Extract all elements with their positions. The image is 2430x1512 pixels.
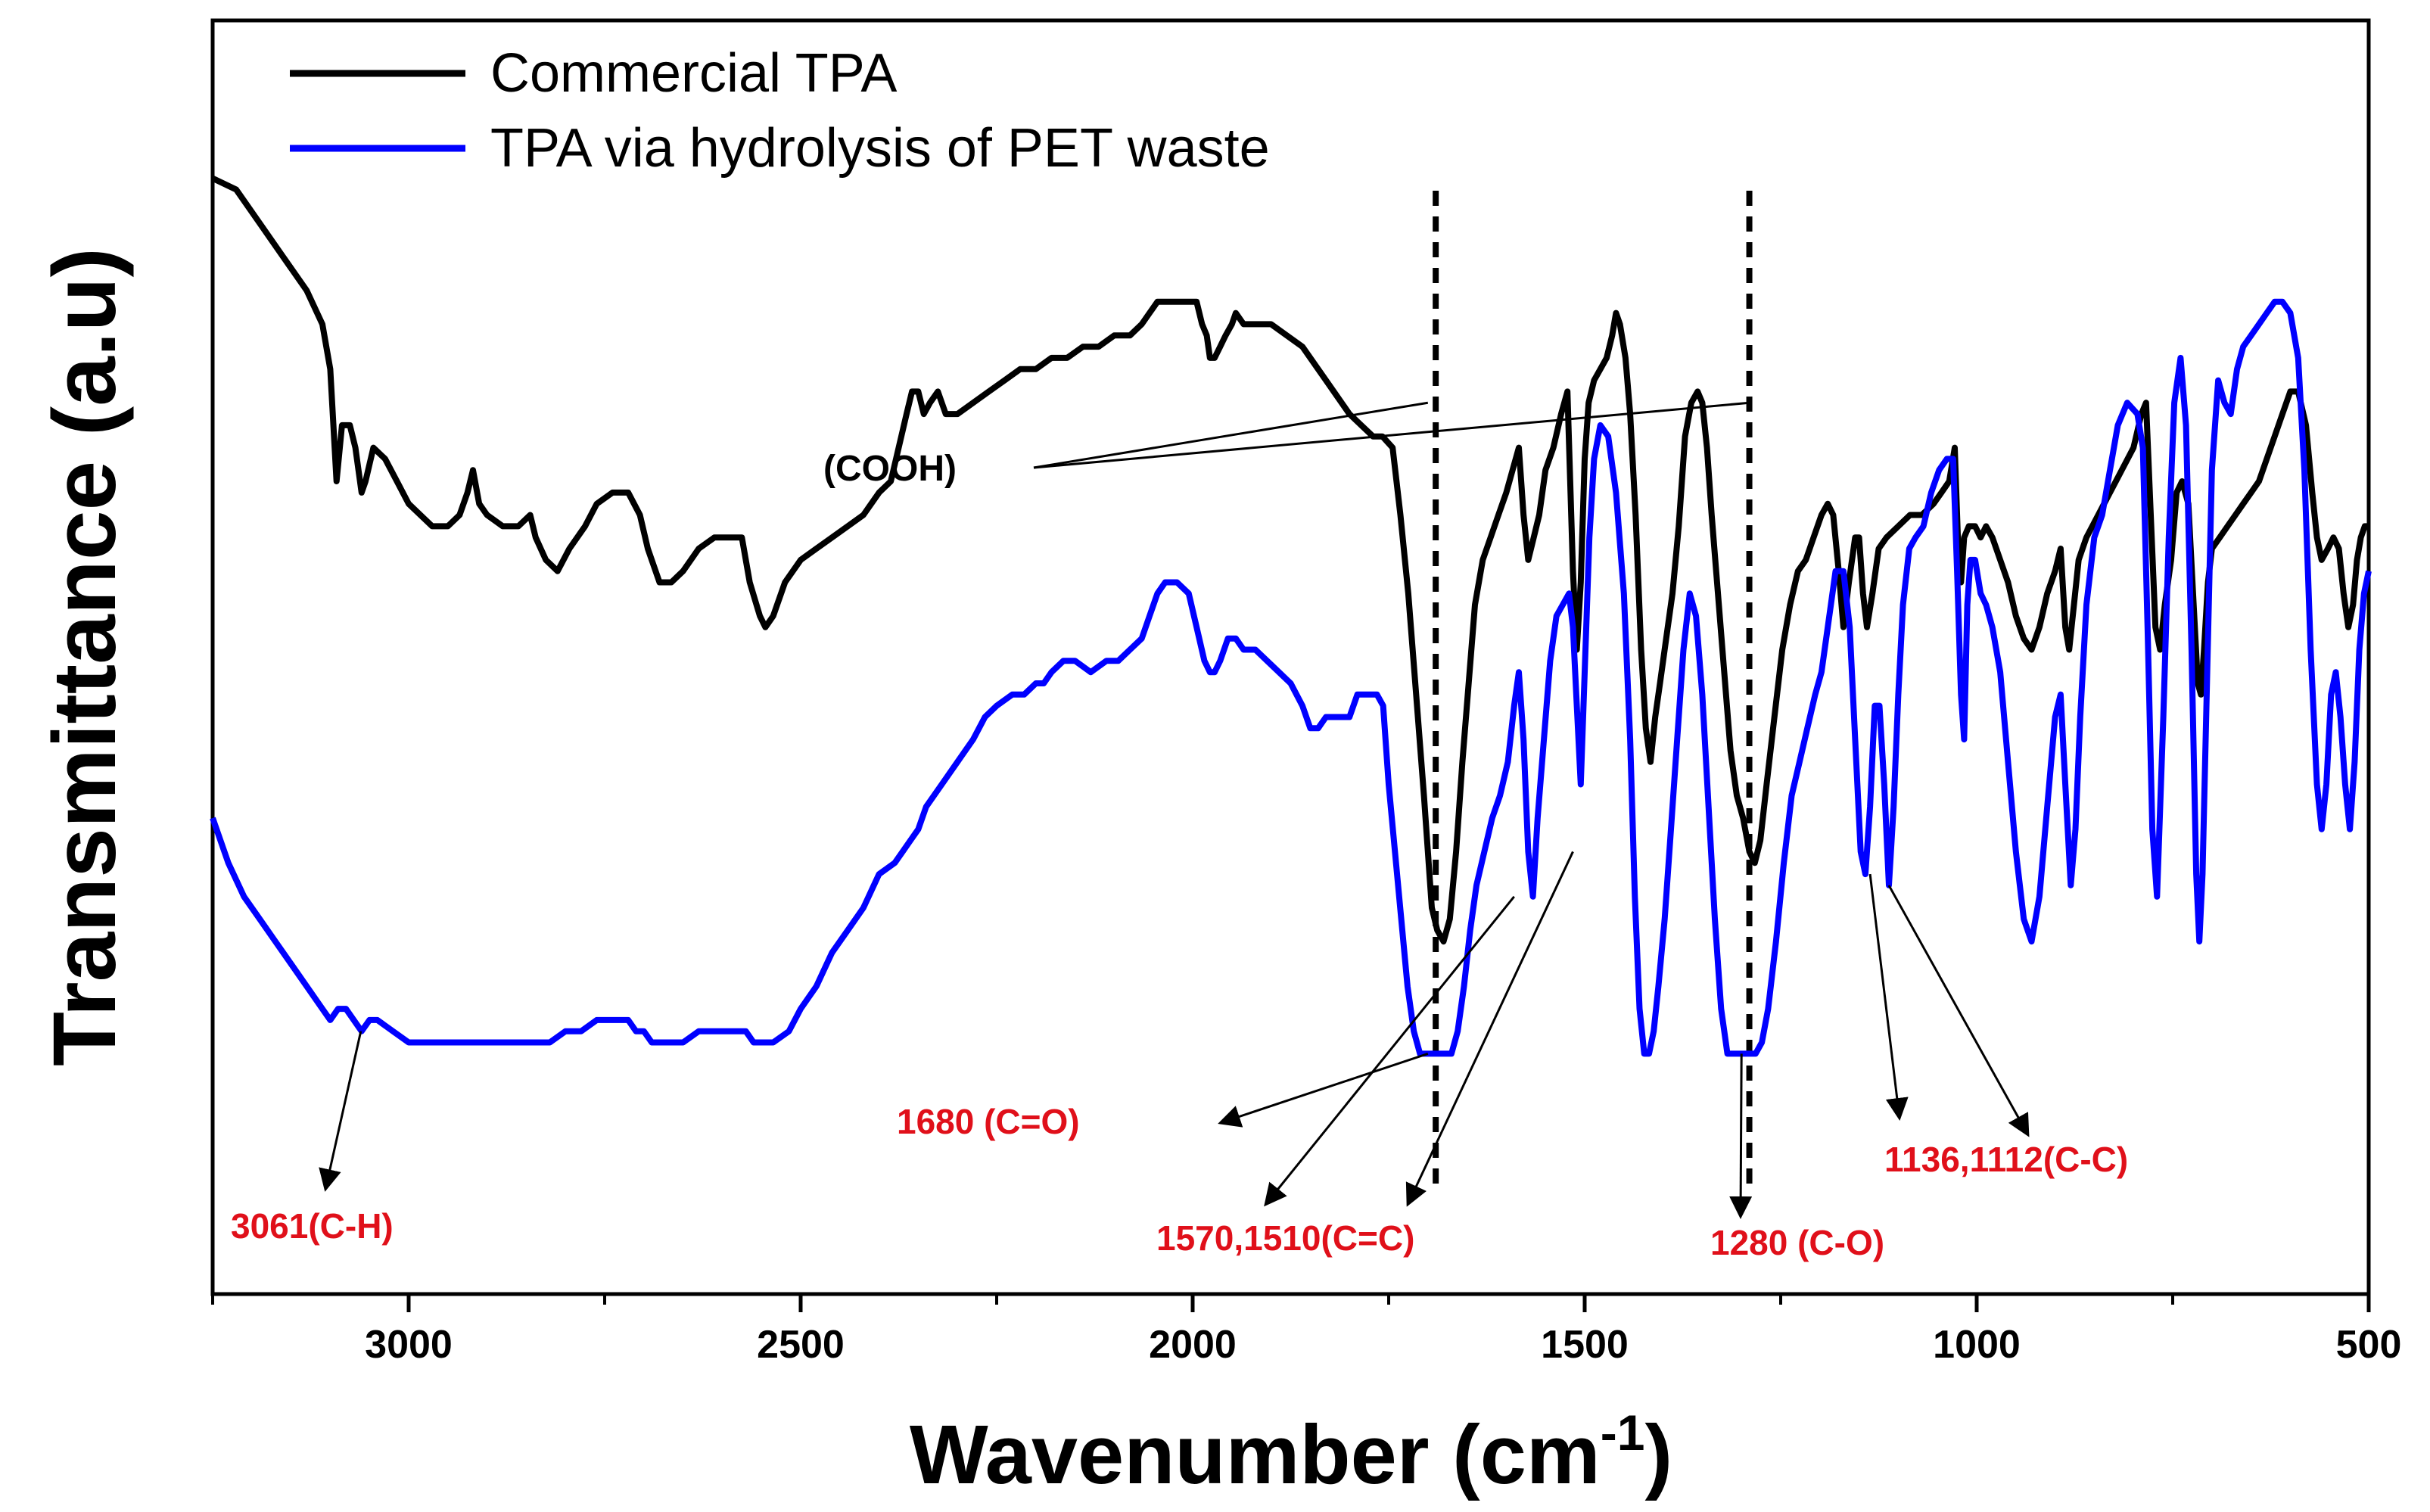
series-layer — [210, 175, 2372, 1057]
x-axis-ticks: 3000 2500 2000 1500 1000 500 — [211, 1294, 2402, 1367]
x-axis-title-end: ) — [1644, 1408, 1672, 1501]
annotation-arrow — [1868, 873, 1909, 1121]
x-tick-label-1500: 1500 — [1541, 1323, 1629, 1367]
annotation-cooh: (COOH) — [823, 449, 957, 489]
x-tick-label-2500: 2500 — [757, 1323, 845, 1367]
plot-frame — [210, 18, 2371, 1296]
x-tick-label-3000: 3000 — [365, 1323, 453, 1367]
series-line-commercial-tpa — [211, 175, 2369, 945]
legend: Commercial TPA TPA via hydrolysis of PET… — [290, 43, 1270, 179]
annotation-3061-c-h: 3061(C-H) — [231, 1206, 394, 1246]
annotation-leader-line — [1033, 401, 1429, 469]
annotation-1136-1112-c-c: 1136,1112(C-C) — [1884, 1140, 2128, 1179]
annotation-1570-1510-c-c: 1570,1510(C=C) — [1156, 1218, 1414, 1258]
annotation-arrow — [1218, 1052, 1429, 1128]
legend-label-commercial-tpa: Commercial TPA — [490, 43, 897, 104]
annotations: (COOH) 1680 (C=O) 1570,1510(C=C) 1280 (C-O)… — [231, 401, 2128, 1262]
series-line-tpa-pet-waste — [210, 298, 2372, 1057]
x-tick-label-2000: 2000 — [1149, 1323, 1237, 1367]
reference-lines — [1433, 191, 1753, 1188]
annotation-arrow — [1887, 885, 2030, 1137]
x-axis-title-superscript: -1 — [1601, 1405, 1645, 1461]
x-axis-title: Wavenumber (cm-1) — [910, 1405, 1672, 1501]
x-axis-title-main: Wavenumber (cm — [910, 1408, 1601, 1501]
y-axis-title: Transmittance (a.u) — [35, 247, 135, 1066]
annotation-arrow — [1264, 895, 1515, 1207]
x-tick-label-500: 500 — [2336, 1323, 2402, 1367]
x-tick-label-1000: 1000 — [1933, 1323, 2021, 1367]
annotation-1680-c-o: 1680 (C=O) — [897, 1102, 1080, 1141]
annotation-leader-line — [1033, 401, 1750, 469]
annotation-arrow — [319, 1031, 362, 1192]
annotation-1280-c-o: 1280 (C-O) — [1710, 1223, 1884, 1262]
legend-label-tpa-pet-waste: TPA via hydrolysis of PET waste — [490, 118, 1270, 179]
annotation-arrow — [1405, 851, 1574, 1207]
